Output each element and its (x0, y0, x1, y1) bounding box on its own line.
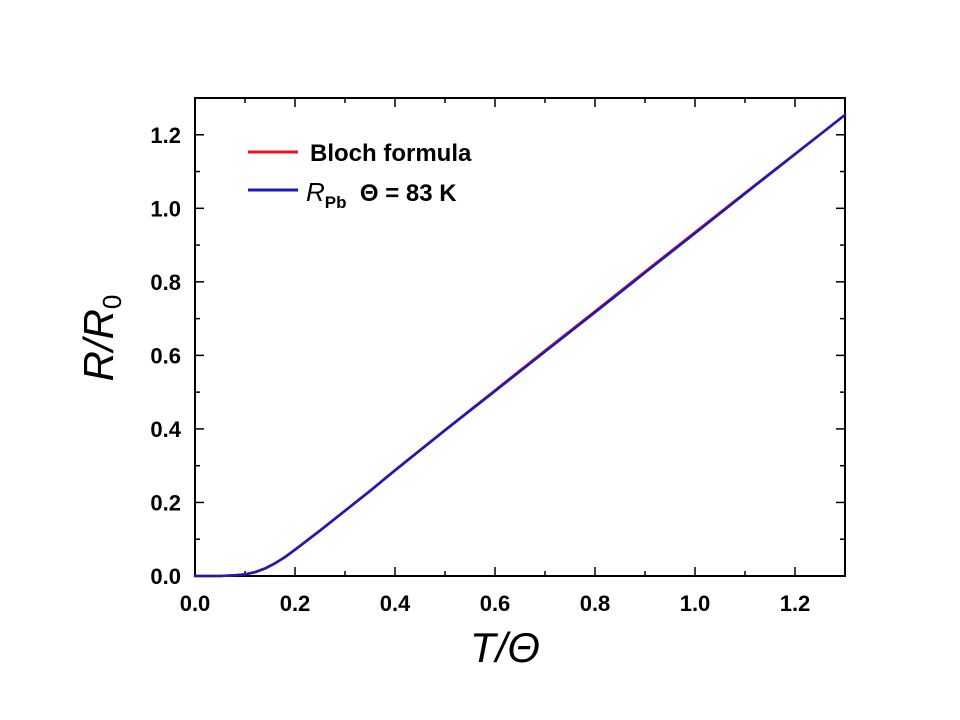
legend-rpb-r: R (306, 177, 325, 207)
x-tick-label: 0.4 (380, 591, 411, 616)
x-tick-label: 1.0 (680, 591, 711, 616)
y-axis-title-main: R (75, 351, 122, 381)
y-tick-label: 0.6 (150, 343, 181, 368)
y-axis-title-rest: /R (75, 309, 122, 354)
y-axis-title-sub: 0 (97, 295, 127, 309)
x-tick-label: 0.8 (580, 591, 611, 616)
y-tick-label: 1.0 (150, 196, 181, 221)
plot-frame (194, 97, 846, 577)
legend: Bloch formula RPb Θ = 83 K (248, 140, 472, 212)
y-tick-label: 0.2 (150, 490, 181, 515)
y-tick-label: 0.8 (150, 270, 181, 295)
y-tick-label: 0.4 (150, 417, 181, 442)
x-axis-title: T/Θ (470, 624, 540, 671)
x-axis: 0.0 0.2 0.4 0.6 0.8 1.0 1.2 (180, 98, 811, 616)
plot-area-border (194, 97, 846, 577)
y-axis: 0.0 0.2 0.4 0.6 0.8 1.0 1.2 (150, 123, 845, 589)
x-axis-title-main: T (470, 624, 499, 671)
svg-text:T/Θ: T/Θ (470, 624, 540, 671)
y-tick-label: 0.0 (150, 564, 181, 589)
x-tick-label: 0.0 (180, 591, 211, 616)
series-line-bloch (193, 113, 847, 578)
x-tick-label: 0.2 (280, 591, 311, 616)
svg-text:R/R0: R/R0 (75, 295, 127, 382)
x-tick-label: 0.6 (480, 591, 511, 616)
y-axis-title: R/R0 (75, 295, 127, 382)
legend-label-rpb: RPb Θ = 83 K (306, 177, 457, 212)
x-axis-title-rest: /Θ (493, 624, 540, 671)
x-tick-label: 1.2 (780, 591, 811, 616)
y-tick-label: 1.2 (150, 123, 181, 148)
series-lines (193, 113, 847, 578)
legend-rpb-rest: Θ = 83 K (347, 180, 458, 207)
series-line-rpb (193, 113, 847, 578)
legend-label-bloch: Bloch formula (310, 140, 472, 167)
legend-rpb-sub: Pb (325, 193, 347, 212)
